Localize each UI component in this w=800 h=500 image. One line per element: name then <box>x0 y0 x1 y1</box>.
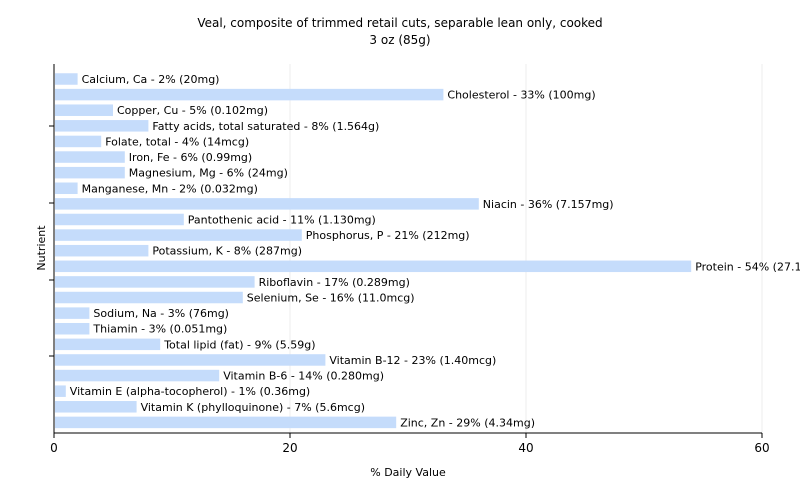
bar-10 <box>55 229 302 241</box>
bar-label-2: Copper, Cu - 5% (0.102mg) <box>117 104 268 117</box>
bar-label-3: Fatty acids, total saturated - 8% (1.564… <box>152 120 379 133</box>
bar-label-6: Magnesium, Mg - 6% (24mg) <box>129 167 288 180</box>
bar-label-9: Pantothenic acid - 11% (1.130mg) <box>188 213 376 226</box>
bar-label-15: Sodium, Na - 3% (76mg) <box>93 307 229 320</box>
bar-22 <box>55 416 397 429</box>
bar-12 <box>55 260 692 273</box>
x-tick-label-0: 0 <box>50 441 58 455</box>
bar-label-0: Calcium, Ca - 2% (20mg) <box>82 73 220 86</box>
bar-16 <box>55 322 90 335</box>
bar-label-22: Zinc, Zn - 29% (4.34mg) <box>400 416 535 429</box>
bar-0 <box>55 73 78 85</box>
x-tick-label-40: 40 <box>518 441 533 455</box>
bar-2 <box>55 104 113 116</box>
bar-1 <box>55 88 444 101</box>
bar-label-12: Protein - 54% (27.12g) <box>695 260 800 273</box>
bar-21 <box>55 401 137 413</box>
bar-label-21: Vitamin K (phylloquinone) - 7% (5.6mcg) <box>141 401 365 414</box>
bar-label-5: Iron, Fe - 6% (0.99mg) <box>129 151 252 164</box>
bar-label-10: Phosphorus, P - 21% (212mg) <box>306 229 470 242</box>
bar-20 <box>55 385 66 397</box>
x-tick-label-60: 60 <box>754 441 769 455</box>
bar-15 <box>55 307 90 319</box>
axes: 0 20 40 60 <box>49 64 770 455</box>
bar-17 <box>55 338 161 351</box>
bar-label-20: Vitamin E (alpha-tocopherol) - 1% (0.36m… <box>70 385 310 398</box>
bar-19 <box>55 369 220 382</box>
chart-subtitle: 3 oz (85g) <box>369 33 430 47</box>
bar-label-17: Total lipid (fat) - 9% (5.59g) <box>163 338 315 351</box>
x-axis-label: % Daily Value <box>370 466 446 479</box>
bar-label-18: Vitamin B-12 - 23% (1.40mcg) <box>329 354 496 367</box>
bar-label-13: Riboflavin - 17% (0.289mg) <box>259 276 410 289</box>
bar-label-1: Cholesterol - 33% (100mg) <box>447 89 595 102</box>
bar-4 <box>55 135 102 148</box>
bar-label-19: Vitamin B-6 - 14% (0.280mg) <box>223 370 384 383</box>
bar-18 <box>55 354 326 366</box>
bars-group: Calcium, Ca - 2% (20mg) Cholesterol - 33%… <box>55 73 800 429</box>
bar-5 <box>55 151 125 163</box>
y-axis-label: Nutrient <box>35 225 48 271</box>
bar-label-4: Folate, total - 4% (14mcg) <box>105 135 249 148</box>
bar-13 <box>55 276 255 288</box>
bar-label-16: Thiamin - 3% (0.051mg) <box>92 323 227 336</box>
bar-7 <box>55 182 78 195</box>
bar-3 <box>55 120 149 132</box>
bar-6 <box>55 166 125 179</box>
chart-title: Veal, composite of trimmed retail cuts, … <box>197 16 602 30</box>
bar-label-7: Manganese, Mn - 2% (0.032mg) <box>82 182 258 195</box>
bar-9 <box>55 213 184 226</box>
bar-8 <box>55 198 479 210</box>
bar-11 <box>55 244 149 257</box>
bar-14 <box>55 291 243 304</box>
bar-label-11: Potassium, K - 8% (287mg) <box>152 245 302 258</box>
x-tick-label-20: 20 <box>282 441 297 455</box>
grid-lines <box>289 64 763 433</box>
bar-label-8: Niacin - 36% (7.157mg) <box>483 198 614 211</box>
bar-label-14: Selenium, Se - 16% (11.0mcg) <box>247 292 415 305</box>
